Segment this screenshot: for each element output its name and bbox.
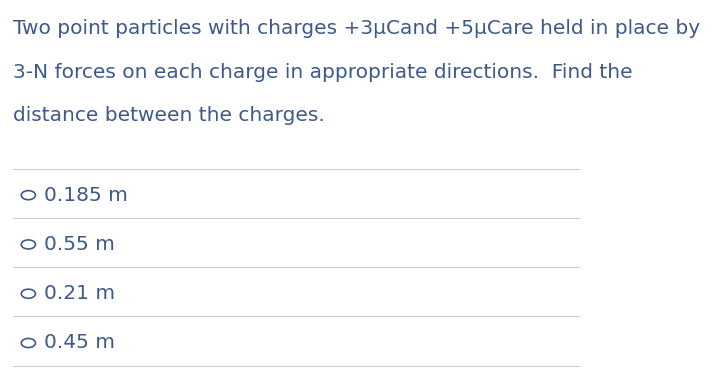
Text: distance between the charges.: distance between the charges. <box>13 106 325 125</box>
Text: 0.45 m: 0.45 m <box>44 334 116 352</box>
Text: 0.55 m: 0.55 m <box>44 235 115 254</box>
Text: 0.21 m: 0.21 m <box>44 284 116 303</box>
Text: Two point particles with charges +3μCand +5μCare held in place by: Two point particles with charges +3μCand… <box>13 19 700 38</box>
Text: 3-N forces on each charge in appropriate directions.  Find the: 3-N forces on each charge in appropriate… <box>13 63 632 81</box>
Text: 0.185 m: 0.185 m <box>44 186 128 205</box>
